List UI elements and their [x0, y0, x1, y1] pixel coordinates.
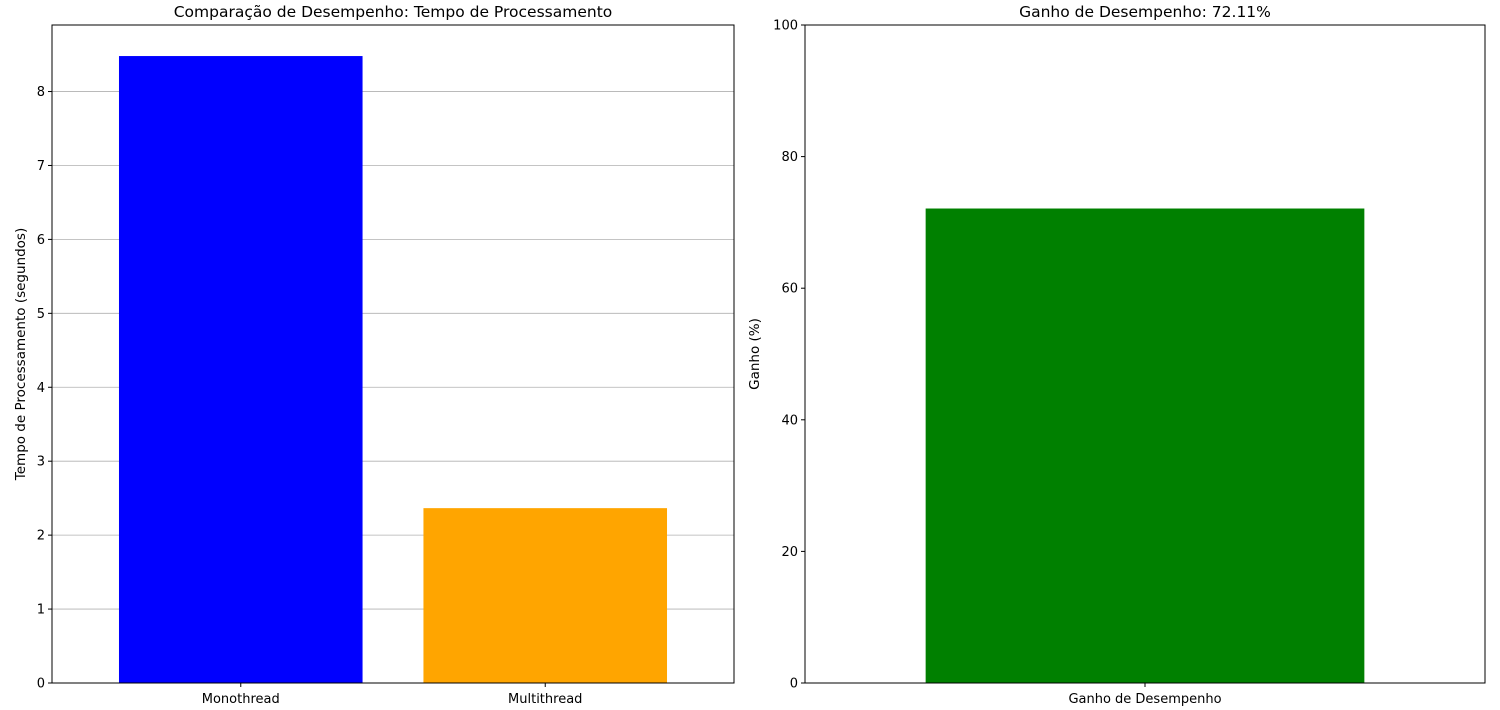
y-ticks: 0 20 40 60 80 100	[773, 19, 805, 692]
y-tick-label: 5	[37, 307, 45, 322]
x-tick-label: Monothread	[202, 692, 280, 707]
y-tick-label: 6	[37, 233, 45, 248]
plot-frame	[51, 24, 735, 684]
y-ticks: 0 1 2 3 4 5 6 7 8	[37, 85, 52, 692]
y-tick-label: 0	[37, 677, 45, 692]
y-tick-label: 80	[781, 150, 798, 165]
y-tick-label: 60	[781, 282, 798, 297]
x-tick-label: Multithread	[508, 692, 582, 707]
y-tick-label: 2	[37, 529, 45, 544]
bars	[925, 208, 1365, 683]
chart-title: Comparação de Desempenho: Tempo de Proce…	[174, 3, 613, 21]
y-tick-label: 20	[781, 545, 798, 560]
bars	[118, 56, 668, 683]
processing-time-chart: Comparação de Desempenho: Tempo de Proce…	[13, 3, 735, 707]
bar-ganho-de-desempenho	[925, 208, 1365, 683]
y-tick-label: 40	[781, 413, 798, 428]
y-tick-label: 3	[37, 455, 45, 470]
y-axis-label: Tempo de Processamento (segundos)	[13, 228, 29, 481]
y-tick-label: 0	[790, 677, 798, 692]
y-tick-label: 4	[37, 381, 45, 396]
y-tick-label: 100	[773, 19, 798, 34]
y-tick-label: 1	[37, 603, 45, 618]
y-tick-label: 8	[37, 85, 45, 100]
performance-gain-chart: Ganho de Desempenho: 72.11% Ganho (%) 0 2…	[747, 3, 1486, 707]
chart-title: Ganho de Desempenho: 72.11%	[1019, 3, 1271, 21]
x-ticks: Ganho de Desempenho	[1068, 683, 1222, 707]
y-tick-label: 7	[37, 159, 45, 174]
x-ticks: Monothread Multithread	[202, 683, 582, 707]
x-tick-label: Ganho de Desempenho	[1068, 692, 1221, 707]
bar-multithread	[423, 508, 668, 683]
y-axis-label: Ganho (%)	[747, 318, 763, 390]
bar-monothread	[118, 56, 363, 683]
